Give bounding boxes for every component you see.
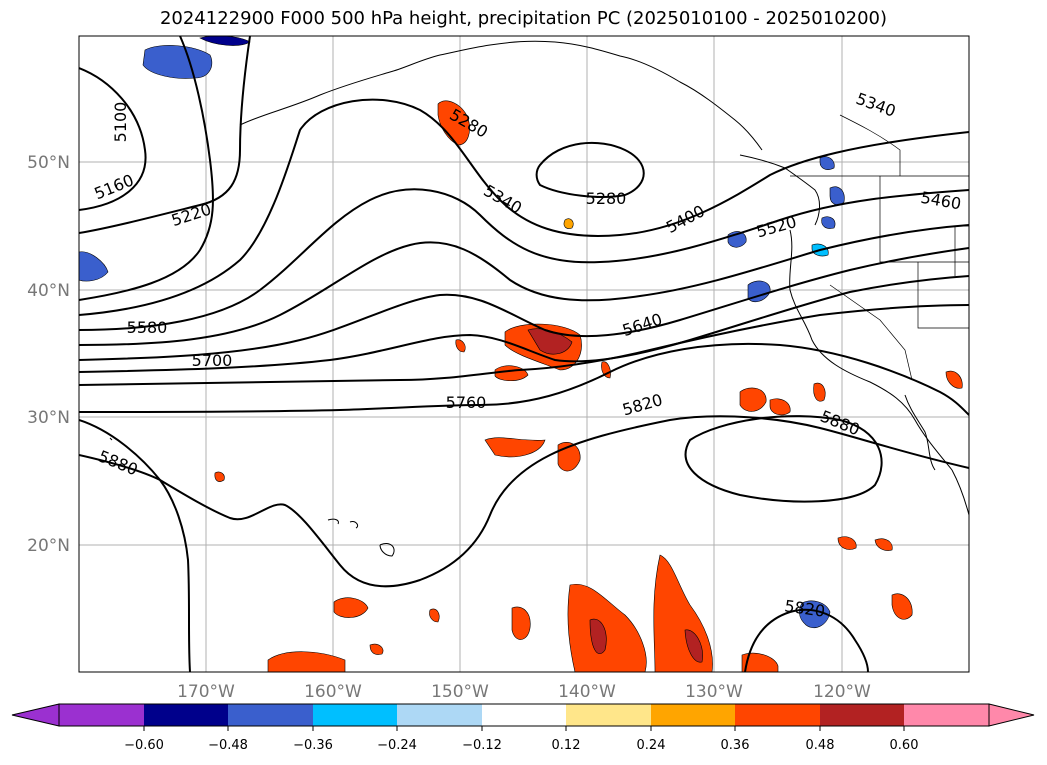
colorbar-segment: [735, 704, 820, 726]
lon-label: 120°W: [813, 682, 871, 702]
colorbar-frame: [58, 703, 990, 727]
contour-label: 5580: [127, 318, 168, 337]
colorbar-segment: [904, 704, 989, 726]
colorbar-tick-label: −0.60: [124, 738, 164, 753]
negative-anomaly-blobs: [79, 36, 845, 629]
lon-label: 140°W: [558, 682, 616, 702]
colorbar-segment: [651, 704, 735, 726]
colorbar-tick-label: −0.36: [293, 738, 333, 753]
colorbar-segment: [144, 704, 228, 726]
colorbar-max-extend: [988, 703, 1035, 727]
colorbar-tick-label: 0.48: [806, 738, 835, 753]
lon-label: 150°W: [431, 682, 489, 702]
colorbar-ticks: [143, 726, 905, 731]
colorbar-tick-label: −0.24: [377, 738, 417, 753]
height-contours: [79, 36, 969, 672]
colorbar-segment: [482, 704, 566, 726]
colorbar-min-extend: [11, 703, 60, 727]
lon-label: 160°W: [304, 682, 362, 702]
contour-label: 5700: [192, 351, 233, 370]
precipitation-anomaly-fills: [79, 36, 963, 672]
lon-label: 130°W: [685, 682, 743, 702]
colorbar-tick-label: 0.36: [721, 738, 750, 753]
colorbar-tick-label: 0.24: [637, 738, 666, 753]
plot-frame: [78, 35, 970, 673]
colorbar: −0.60 −0.48 −0.36 −0.24 −0.12 0.12 0.24 …: [11, 703, 1035, 753]
contour-label: 5760: [446, 393, 487, 412]
coastlines: [109, 40, 969, 557]
colorbar-segment: [313, 704, 397, 726]
colorbar-segment: [820, 704, 904, 726]
positive-anomaly-blobs: [214, 100, 963, 672]
colorbar-segment: [566, 704, 651, 726]
lat-label: 40°N: [27, 281, 70, 301]
lat-label: 20°N: [27, 536, 70, 556]
lon-label: 170°W: [177, 682, 235, 702]
lat-label: 30°N: [27, 408, 70, 428]
colorbar-tick-label: −0.48: [208, 738, 248, 753]
colorbar-segment: [397, 704, 482, 726]
colorbar-tick-label: −0.12: [462, 738, 502, 753]
colorbar-tick-label: 0.12: [552, 738, 581, 753]
contour-label: 5100: [111, 102, 130, 143]
figure-title: 2024122900 F000 500 hPa height, precipit…: [159, 8, 888, 29]
contour-label: 5280: [586, 189, 627, 208]
latitude-labels: 50°N 40°N 30°N 20°N: [27, 153, 70, 556]
longitude-labels: 170°W 160°W 150°W 140°W 130°W 120°W: [177, 682, 871, 702]
political-borders: [790, 114, 969, 381]
colorbar-segment: [228, 704, 313, 726]
colorbar-tick-label: 0.60: [890, 738, 919, 753]
lat-label: 50°N: [27, 153, 70, 173]
colorbar-segment: [59, 704, 144, 726]
